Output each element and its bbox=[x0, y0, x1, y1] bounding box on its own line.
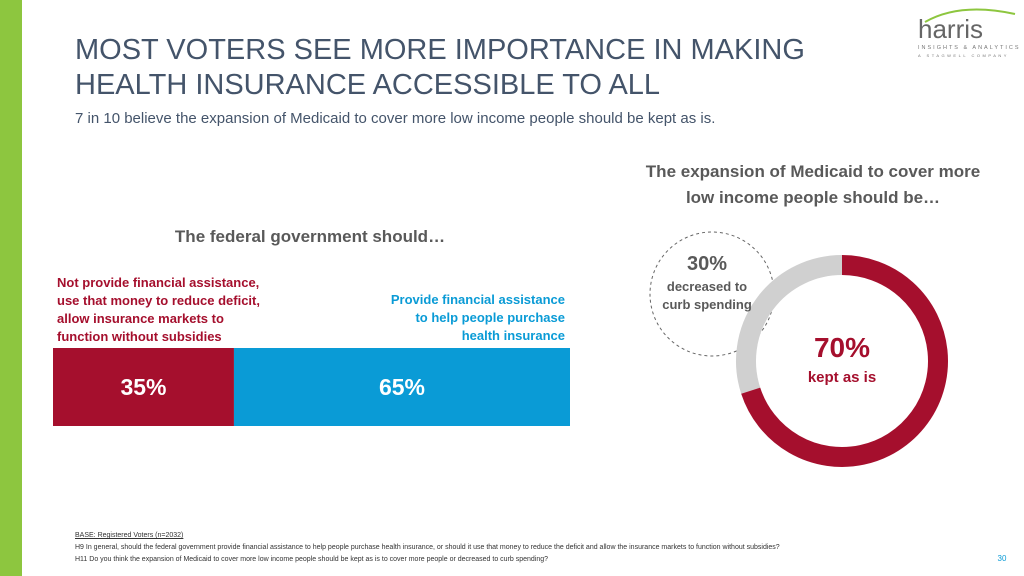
donut-segment bbox=[736, 255, 843, 394]
logo-swoosh bbox=[924, 8, 1016, 23]
category-label: kept as is bbox=[807, 369, 877, 386]
bar-segment bbox=[233, 348, 570, 426]
side-stripe bbox=[0, 0, 22, 576]
logo-parent: A STAGWELL COMPANY bbox=[918, 53, 1009, 58]
logo-name: harris bbox=[918, 14, 983, 44]
footnote: BASE: Registered Voters (n=2032) bbox=[75, 532, 184, 539]
legend-label: Not provide financial assistance, use th… bbox=[57, 275, 260, 344]
page-number: 30 bbox=[998, 554, 1007, 563]
data-label: 30% bbox=[687, 253, 727, 275]
bar-segment bbox=[53, 348, 234, 426]
logo-tagline: INSIGHTS & ANALYTICS bbox=[918, 45, 1021, 51]
footnote: H9 In general, should the federal govern… bbox=[75, 544, 780, 551]
data-label: 65% bbox=[379, 374, 425, 400]
data-label: 70% bbox=[814, 332, 870, 363]
chart-title: The federal government should… bbox=[174, 227, 446, 246]
data-label: 35% bbox=[120, 374, 166, 400]
legend-label: Provide financial assistance to help peo… bbox=[390, 292, 565, 343]
chart-title: The expansion of Medicaid to cover more … bbox=[645, 162, 981, 207]
footnote: H11 Do you think the expansion of Medica… bbox=[75, 556, 549, 563]
slide-title: MOST VOTERS SEE MORE IMPORTANCE IN MAKIN… bbox=[75, 34, 805, 101]
category-label: decreased to curb spending bbox=[662, 279, 752, 312]
slide-subtitle: 7 in 10 believe the expansion of Medicai… bbox=[75, 110, 716, 127]
donut-segment bbox=[741, 255, 948, 467]
